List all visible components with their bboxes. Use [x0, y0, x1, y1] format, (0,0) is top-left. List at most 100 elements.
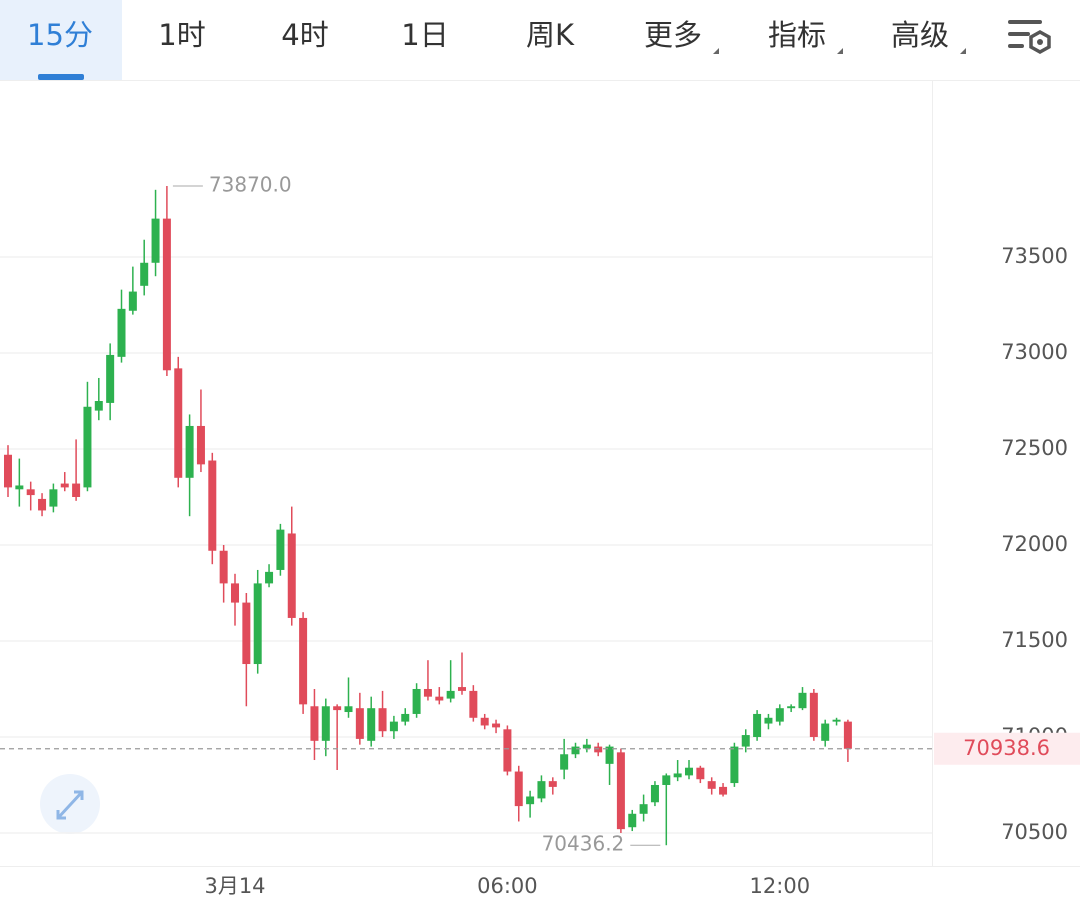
x-tick-label: 3月14: [204, 874, 265, 898]
candle-body: [128, 291, 137, 311]
candle-body: [469, 690, 478, 718]
tab[interactable]: 高级: [891, 18, 949, 52]
tab[interactable]: 15分: [27, 18, 93, 52]
last-price-tag: [934, 732, 1080, 765]
candle-body: [106, 354, 115, 403]
candle-body: [832, 719, 841, 722]
tab[interactable]: 更多: [644, 18, 702, 52]
candle-body: [843, 721, 852, 749]
candle-body: [650, 784, 659, 803]
tab-dropdown-arrow: [960, 48, 966, 54]
tab-dropdown-arrow: [713, 48, 719, 54]
candle-body: [367, 708, 376, 741]
candle-body: [571, 746, 580, 755]
candle-body: [174, 368, 183, 478]
tab[interactable]: 周K: [526, 18, 575, 52]
candle-body: [685, 767, 694, 776]
tab[interactable]: 1时: [158, 18, 205, 52]
candle-body: [151, 218, 160, 263]
candle-body: [446, 690, 455, 699]
candle-body: [594, 746, 603, 753]
candle-body: [707, 781, 716, 789]
candle-body: [242, 602, 251, 665]
candle-body: [389, 721, 398, 732]
y-tick-label: 72000: [1001, 532, 1068, 556]
candle-body: [60, 483, 69, 488]
candle-body: [480, 717, 489, 726]
candle-body: [72, 483, 81, 497]
candle-body: [458, 687, 467, 691]
tab[interactable]: 4时: [281, 18, 328, 52]
candle-body: [764, 717, 773, 724]
candle-body: [185, 425, 194, 478]
annotation-label: 70436.2: [542, 832, 625, 856]
candle-body: [26, 489, 35, 496]
icon-gear-center: [1037, 39, 1043, 45]
candle-body: [401, 713, 410, 722]
candle-body: [49, 489, 58, 507]
y-tick-label: 73500: [1001, 244, 1068, 268]
candle-body: [719, 786, 728, 795]
candle-body: [537, 781, 546, 799]
candle-body: [798, 692, 807, 709]
y-tick-label: 70500: [1001, 820, 1068, 844]
candle-body: [787, 706, 796, 709]
candle-body: [162, 218, 171, 371]
candle-body: [582, 744, 591, 749]
candle-body: [219, 550, 228, 584]
candle-body: [662, 775, 671, 785]
tab[interactable]: 1日: [401, 18, 448, 52]
candle-body: [140, 262, 149, 286]
candle-body: [355, 708, 364, 739]
y-tick-label: 73000: [1001, 340, 1068, 364]
candle-body: [38, 498, 47, 511]
candle-body: [628, 813, 637, 828]
candle-body: [560, 754, 569, 770]
candle-body: [310, 706, 319, 741]
y-tick-label: 72500: [1001, 436, 1068, 460]
candle-body: [514, 771, 523, 807]
candle-body: [741, 735, 750, 747]
candle-body: [83, 406, 92, 488]
candle-body: [639, 804, 648, 814]
candle-body: [696, 767, 705, 780]
last-price-label: 70938.6: [963, 736, 1050, 760]
candle-body: [412, 688, 421, 714]
candle-body: [196, 425, 205, 465]
tab-dropdown-arrow: [837, 48, 843, 54]
candle-body: [775, 708, 784, 722]
settings-icon[interactable]: [1008, 20, 1051, 55]
candle-body: [378, 708, 387, 732]
expand-arrows: [56, 790, 84, 820]
candle-body: [265, 571, 274, 584]
candle-body: [276, 529, 285, 570]
expand-button[interactable]: [40, 774, 100, 834]
candle-body: [117, 308, 126, 357]
x-tick-label: 12:00: [750, 874, 811, 898]
candle-body: [333, 706, 342, 711]
active-tab-underline: [38, 74, 84, 80]
candle-body: [605, 746, 614, 764]
candle-body: [809, 692, 818, 737]
candle-body: [616, 752, 625, 830]
candle-body: [231, 583, 240, 603]
candle-body: [673, 773, 682, 778]
candle-body: [492, 723, 501, 728]
candle-body: [15, 485, 24, 490]
annotation-label: 73870.0: [209, 172, 292, 196]
candle-body: [821, 723, 830, 741]
candle-body: [730, 746, 739, 784]
candle-body: [4, 454, 13, 488]
candle-body: [208, 460, 217, 551]
x-tick-label: 06:00: [477, 874, 538, 898]
candle-body: [526, 796, 535, 805]
active-tab-bg: [0, 0, 122, 80]
tab[interactable]: 指标: [768, 18, 826, 52]
y-tick-label: 71500: [1001, 628, 1068, 652]
candle-body: [299, 617, 308, 705]
candle-body: [503, 729, 512, 772]
candle-body: [548, 781, 557, 787]
candle-body: [344, 706, 353, 713]
icon-gear: [1029, 29, 1051, 55]
